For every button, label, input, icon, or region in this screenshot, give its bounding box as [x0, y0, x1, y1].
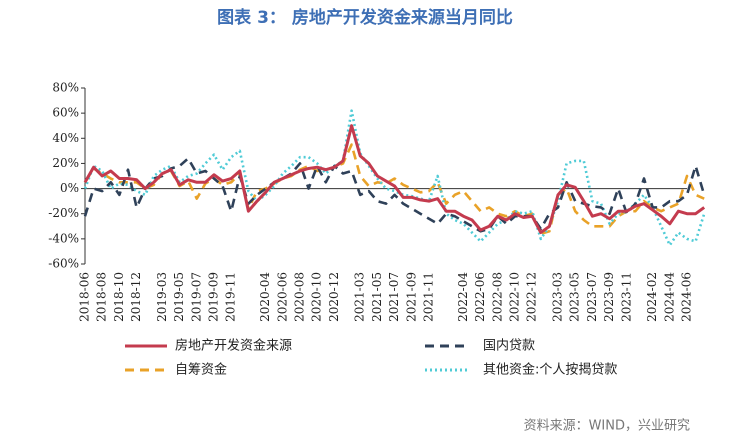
x-tick-label: 2020-06	[275, 272, 289, 322]
x-tick-label: 2023-09	[602, 272, 616, 322]
x-tick-label: 2018-08	[95, 272, 109, 322]
x-tick-label: 2022-04	[456, 272, 470, 322]
source-note: 资料来源：WIND，兴业研究	[524, 419, 690, 434]
x-tick-label: 2022-12	[525, 272, 539, 322]
y-tick-label: -40%	[48, 231, 79, 245]
y-tick-label: -60%	[48, 257, 79, 271]
x-tick-label: 2021-09	[404, 272, 418, 322]
x-tick-label: 2024-02	[645, 272, 659, 322]
x-tick-label: 2018-10	[112, 272, 126, 322]
x-tick-label: 2018-12	[129, 272, 143, 322]
y-tick-label: 40%	[52, 131, 79, 145]
legend-label: 其他资金:个人按揭贷款	[483, 362, 617, 378]
legend-label: 自筹资金	[175, 362, 227, 378]
x-tick-label: 2021-11	[422, 272, 436, 322]
x-tick-label: 2024-06	[680, 272, 694, 322]
y-tick-label: 0%	[60, 181, 79, 195]
x-tick-label: 2019-09	[207, 272, 221, 322]
x-tick-label: 2021-03	[353, 272, 367, 322]
x-tick-label: 2020-12	[327, 272, 341, 322]
x-tick-label: 2019-05	[172, 272, 186, 322]
x-tick-label: 2023-07	[585, 272, 599, 322]
x-tick-label: 2020-10	[310, 272, 324, 322]
series-line	[83, 124, 706, 235]
x-tick-label: 2023-03	[551, 272, 565, 322]
x-tick-label: 2020-04	[258, 272, 272, 322]
x-tick-label: 2019-03	[155, 272, 169, 322]
chart-title: 图表 3： 房地产开发资金来源当月同比	[217, 7, 513, 28]
x-tick-label: 2023-05	[568, 272, 582, 322]
legend-label: 房地产开发资金来源	[175, 338, 292, 354]
y-tick-label: 20%	[52, 156, 79, 170]
x-tick-label: 2022-06	[473, 272, 487, 322]
y-tick-label: 60%	[52, 106, 79, 120]
x-tick-label: 2021-07	[387, 272, 401, 322]
x-tick-label: 2024-04	[662, 272, 676, 322]
x-tick-label: 2019-11	[224, 272, 238, 322]
x-tick-label: 2018-06	[78, 272, 92, 322]
x-tick-label: 2021-05	[370, 272, 384, 322]
x-tick-label: 2019-07	[189, 272, 203, 322]
legend-label: 国内贷款	[483, 338, 535, 354]
series-line	[83, 157, 706, 233]
x-tick-label: 2022-10	[508, 272, 522, 322]
series-line	[83, 143, 705, 236]
x-tick-label: 2022-08	[490, 272, 504, 322]
x-tick-label: 2023-11	[619, 272, 633, 322]
x-tick-label: 2020-08	[293, 272, 307, 322]
y-tick-label: 80%	[52, 81, 79, 95]
y-tick-label: -20%	[48, 206, 79, 220]
